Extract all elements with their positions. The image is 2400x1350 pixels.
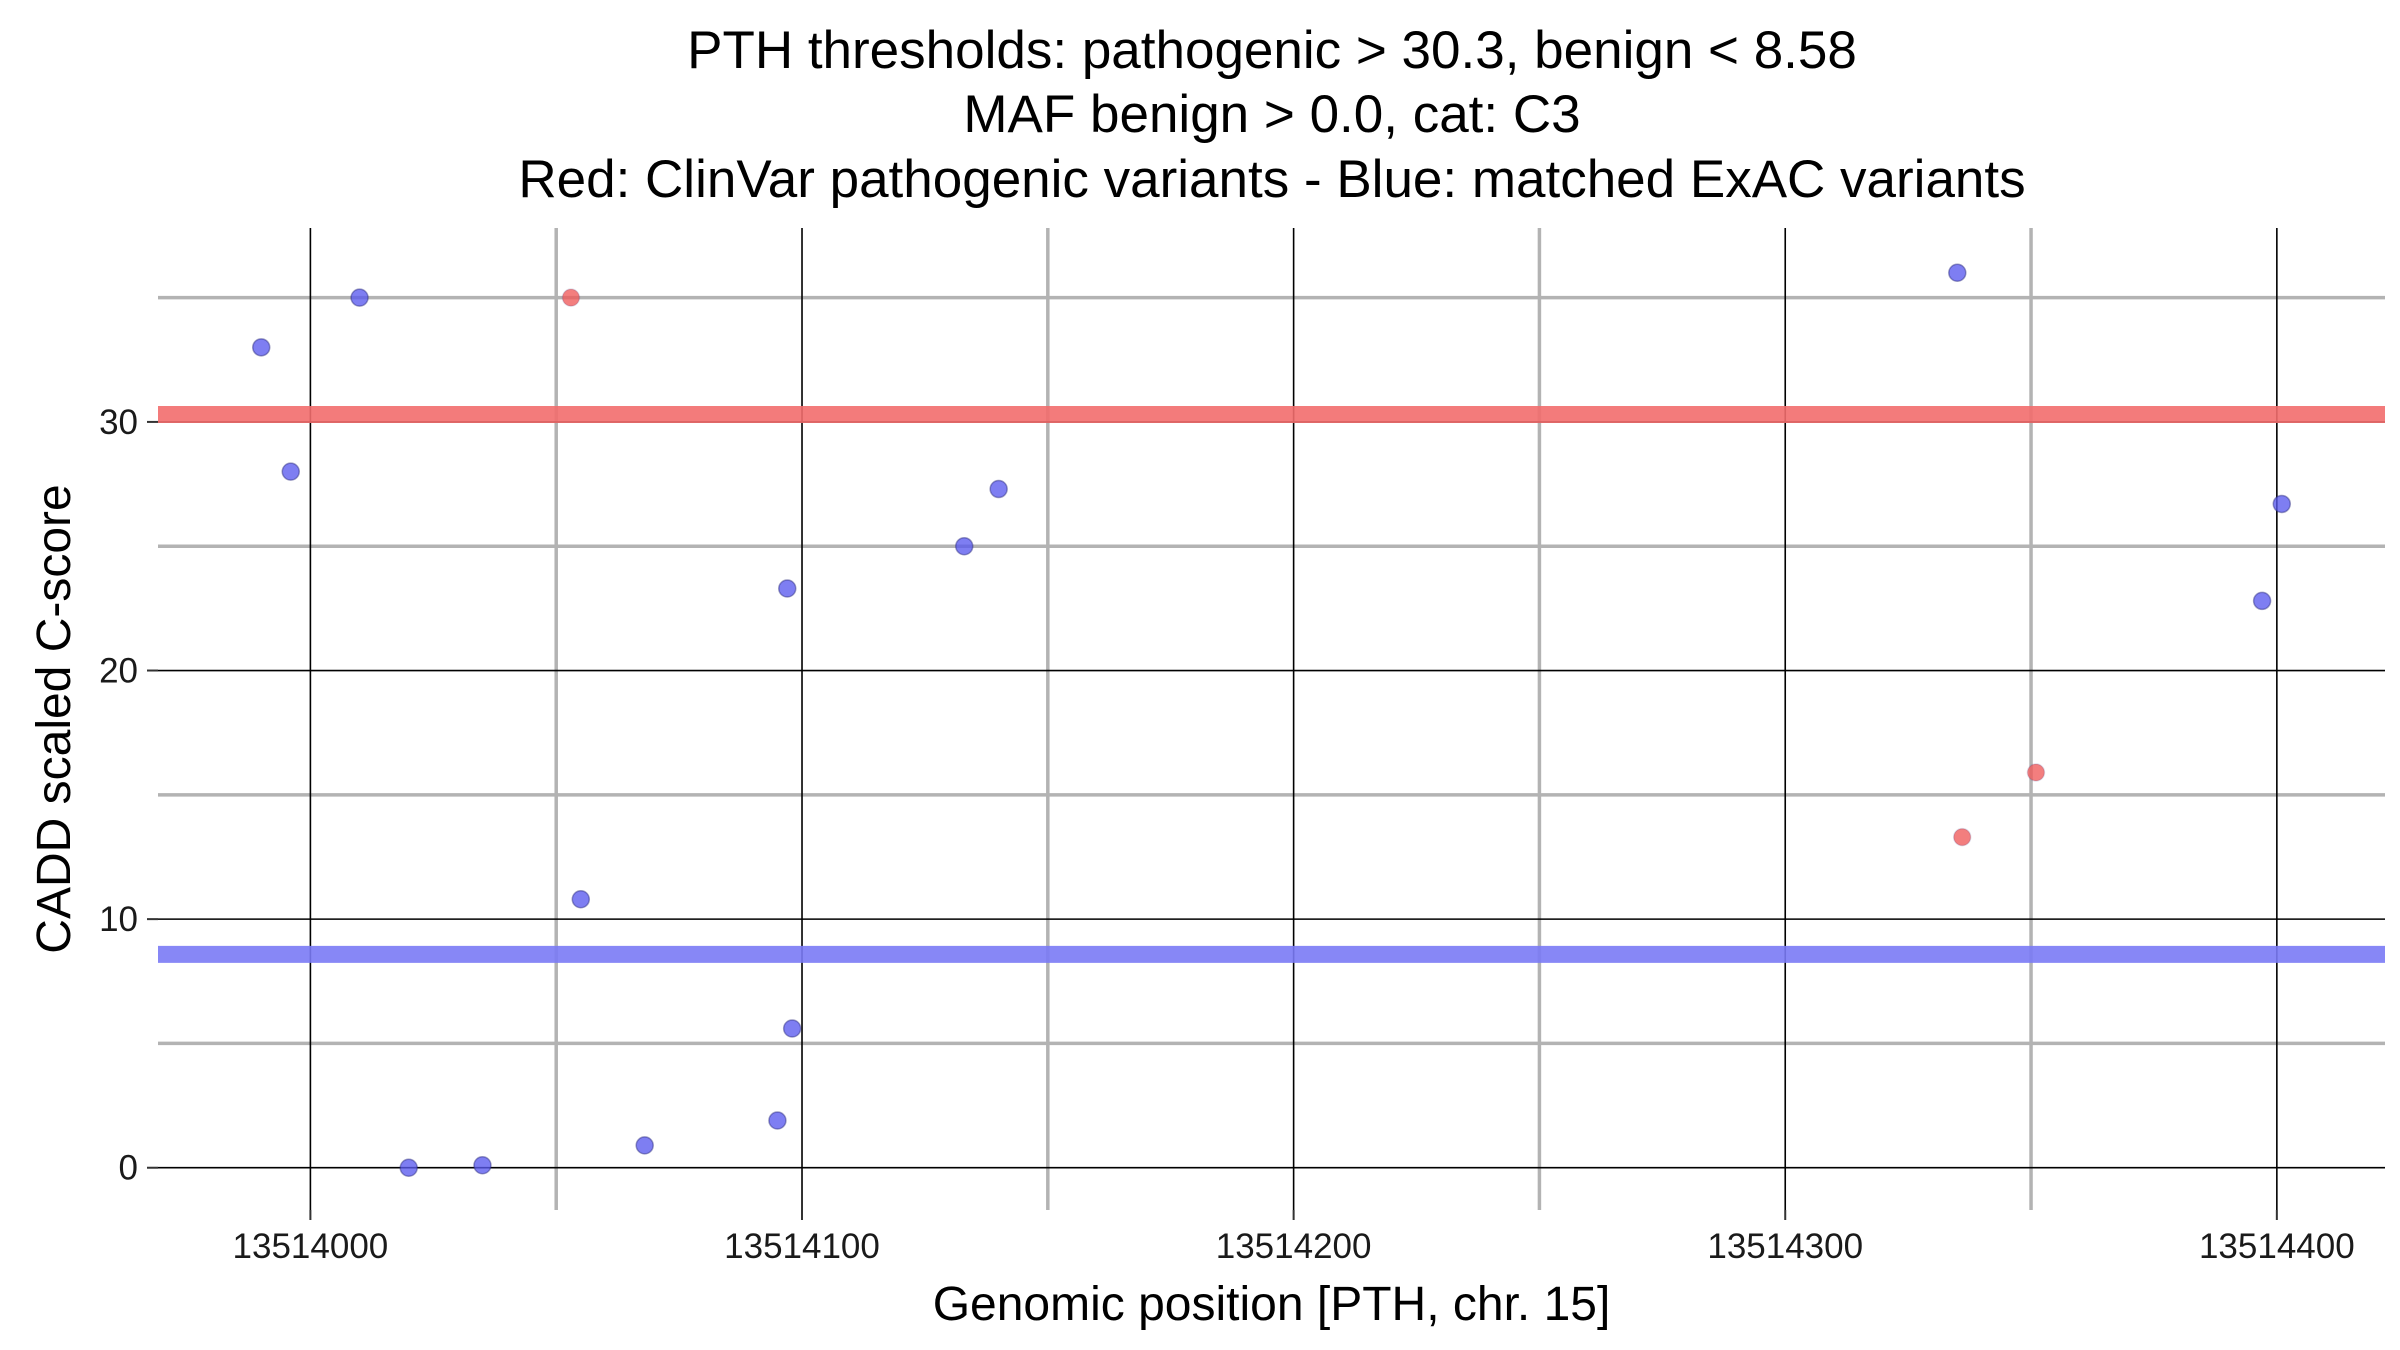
x-tick-label-3: 13514300	[1707, 1227, 1863, 1266]
data-point-s0-2	[2026, 763, 2046, 782]
data-point-s1-12	[1948, 263, 1967, 282]
x-tick-label-0: 13514000	[233, 1227, 389, 1266]
y-tick-label-3: 30	[99, 403, 138, 442]
threshold-lines	[158, 405, 2385, 963]
data-point-s1-8	[778, 579, 797, 598]
chart-title-line-1: PTH thresholds: pathogenic > 30.3, benig…	[687, 21, 1857, 80]
data-point-s1-14	[2272, 494, 2292, 514]
x-axis-title: Genomic position [PTH, chr. 15]	[933, 1278, 1611, 1331]
y-axis-title: CADD scaled C-score	[28, 484, 81, 953]
data-point-s0-1	[1952, 827, 1972, 847]
data-point-s1-9	[782, 1019, 802, 1038]
x-tick-label-1: 13514100	[724, 1227, 880, 1266]
data-point-s1-7	[768, 1111, 787, 1130]
chart-title-line-2: MAF benign > 0.0, cat: C3	[963, 85, 1580, 144]
data-point-s1-11	[989, 479, 1008, 499]
chart-title: PTH thresholds: pathogenic > 30.3, benig…	[518, 21, 2025, 209]
chart-title-line-3: Red: ClinVar pathogenic variants - Blue:…	[518, 150, 2025, 209]
data-point-s1-2	[350, 288, 369, 307]
data-point-s1-13	[2252, 591, 2272, 611]
minor-grid	[158, 228, 2385, 1210]
data-point-s1-4	[473, 1156, 492, 1175]
data-point-s1-3	[399, 1158, 418, 1177]
y-tick-label-2: 20	[99, 652, 138, 691]
y-axis: 0 10 20 30	[99, 403, 158, 1188]
data-point-s1-0	[251, 338, 271, 357]
y-tick-label-1: 10	[99, 900, 138, 939]
x-axis: 13514000 13514100 13514200 13514300 13514400	[233, 1210, 2355, 1266]
data-point-s1-6	[635, 1136, 654, 1155]
data-point-s1-10	[954, 536, 974, 556]
x-tick-label-2: 13514200	[1216, 1227, 1372, 1266]
data-points	[251, 263, 2292, 1177]
y-tick-label-0: 0	[119, 1149, 138, 1188]
data-point-s0-0	[561, 288, 581, 307]
x-tick-label-4: 13514400	[2199, 1227, 2355, 1266]
data-point-s1-5	[571, 889, 591, 909]
data-point-s1-1	[281, 462, 300, 481]
